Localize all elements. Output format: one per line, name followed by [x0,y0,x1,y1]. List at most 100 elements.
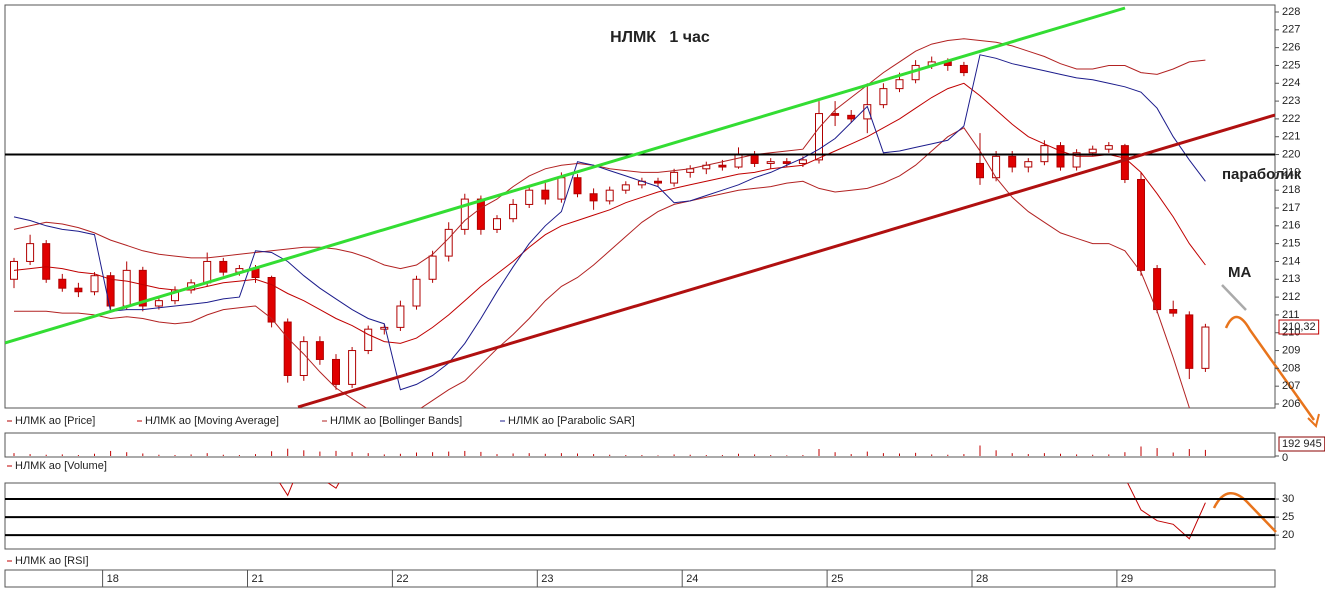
annotation: параболик [1222,166,1302,183]
candle-body [976,162,984,179]
trend-line-lower [297,113,1275,408]
y-tick-label: 206 [1282,398,1300,410]
candle-body [670,171,679,184]
y-tick-label: 227 [1282,24,1300,36]
last-value-box [1278,319,1320,335]
candle-body [766,161,775,164]
candle-body [460,198,469,230]
candle-body [74,287,83,293]
y-tick-label: 223 [1282,95,1300,107]
y-tick-label: 228 [1282,6,1300,18]
candle-body [718,164,727,168]
candle-body [122,269,131,307]
candle-body [1072,152,1081,168]
last-value-label: 210,32 [1282,321,1316,333]
trend-line-upper [5,6,1126,345]
candle-body [621,184,630,191]
y-tick-label: 222 [1282,113,1300,125]
overlay-line [13,54,1206,391]
pointer-line [1221,284,1247,311]
candle-body [26,243,35,262]
candle-body [219,260,228,273]
y-tick-label: 218 [1282,184,1300,196]
y-tick-label: 225 [1282,59,1300,71]
candle-body [380,326,389,330]
y-tick-label: 216 [1282,220,1300,232]
candle-body [525,189,534,205]
candle-body [476,198,485,230]
candle-body [509,203,518,220]
y-tick-label: 224 [1282,77,1300,89]
candle-body [138,269,147,307]
candle-body [1088,148,1097,154]
y-tick-label: 219 [1282,166,1300,178]
x-tick-label: 21 [252,573,264,585]
x-tick-label: 18 [107,573,119,585]
last-value-label: 192 945 [1282,438,1322,450]
candle-body [734,154,743,168]
candle-body [1185,314,1194,369]
candle-body [348,350,357,385]
candle-body [1153,268,1162,311]
y-tick-label: 226 [1282,42,1300,54]
candle-body [573,177,582,195]
candle-body [798,159,807,164]
chart-title: НЛМК 1 час [610,29,710,46]
y-tick-label: 30 [1282,493,1294,505]
candle-body [750,154,759,164]
candle-body [605,189,614,202]
candle-body [1056,145,1065,168]
x-tick-label: 29 [1121,573,1133,585]
y-tick-label: 25 [1282,511,1294,523]
candle-body [444,228,453,257]
candle-body [154,300,163,307]
x-tick-label: 25 [831,573,843,585]
y-tick-label: 220 [1282,148,1300,160]
y-tick-label: 208 [1282,362,1300,374]
candle-body [863,104,872,120]
y-tick-label: 221 [1282,131,1300,143]
legend-entry: НЛМК ао [Bollinger Bands] [330,415,462,427]
overlay-line [14,127,1191,408]
candle-body [895,79,904,90]
candle-body [283,321,292,376]
y-tick-label: 209 [1282,344,1300,356]
candle-body [541,189,550,200]
x-tick-label: 22 [396,573,408,585]
legend-entry: НЛМК ао [RSI] [15,555,89,567]
candle-body [493,218,501,230]
candle-body [589,193,598,202]
legend-entry: НЛМК ао [Price] [15,415,95,427]
candle-body [106,275,115,307]
candle-body [1104,145,1113,150]
candle-body [90,275,99,293]
candle-body [1169,309,1178,314]
candle-body [315,341,324,360]
y-tick-label: 215 [1282,238,1300,250]
candle-body [42,243,51,280]
candle-body [58,278,67,289]
rsi-panel [4,482,1276,550]
candle-body [831,113,840,116]
candle-body [267,276,276,323]
y-tick-label: 212 [1282,291,1300,303]
forecast-arrow [1224,315,1316,421]
candle-body [299,341,308,376]
y-tick-label: 0 [1282,452,1288,464]
legend-entry: НЛМК ао [Moving Average] [145,415,279,427]
candle-body [412,278,421,307]
x-tick-label: 28 [976,573,988,585]
legend-entry: НЛМК ао [Volume] [15,460,107,472]
legend-entry: НЛМК ао [Parabolic SAR] [508,415,635,427]
candle-body [1201,326,1210,369]
candle-body [782,161,791,164]
y-tick-label: 217 [1282,202,1300,214]
y-tick-label: 210 [1282,327,1300,339]
volume-panel [4,432,1276,458]
y-tick-label: 207 [1282,380,1300,392]
candle-body [847,114,856,120]
candle-body [654,180,662,184]
y-tick-label: 20 [1282,529,1294,541]
candle-body [1137,178,1145,271]
